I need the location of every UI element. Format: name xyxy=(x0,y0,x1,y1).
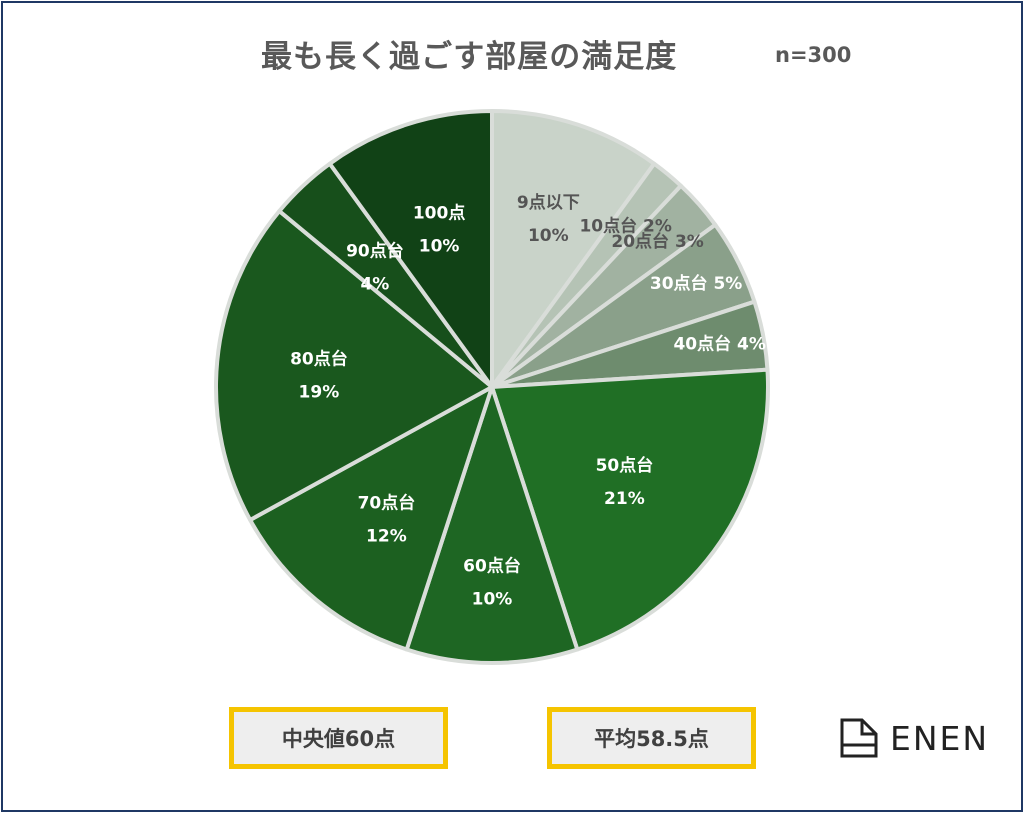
slice-value-label: 10% xyxy=(528,226,569,246)
title-row: 最も長く過ごす部屋の満足度 n=300 xyxy=(3,31,1021,81)
slice-category-label: 70点台 xyxy=(358,493,416,514)
pie-slice xyxy=(490,367,770,652)
pie-slice xyxy=(248,385,494,652)
mean-stat-label: 平均58.5点 xyxy=(594,727,709,751)
slice-label: 40点台 4% xyxy=(673,334,765,355)
mean-stat-box: 平均58.5点 xyxy=(547,707,756,769)
median-stat-label: 中央値60点 xyxy=(281,727,396,751)
slice-label: 10点台 2% xyxy=(579,215,671,236)
slice-value-label: 10% xyxy=(419,236,460,256)
slice-label: 30点台 5% xyxy=(650,273,742,294)
logo-text: ENEN xyxy=(890,718,990,758)
slice-category-label: 90点台 xyxy=(346,240,404,261)
chart-title: 最も長く過ごす部屋の満足度 xyxy=(261,39,678,75)
slice-label: 20点台 3% xyxy=(611,231,703,252)
pie-slice xyxy=(214,209,494,522)
pie-labels: 9点以下 10% 10点台 2%20点台 3% 30点台 5% 40点台 4% 50点台 2… xyxy=(290,192,766,610)
sample-size-note: n=300 xyxy=(775,43,852,67)
pie-slice xyxy=(327,109,494,389)
pie-slice xyxy=(490,109,657,389)
slice-value-label: 21% xyxy=(604,489,645,509)
enen-logo: ENEN xyxy=(838,714,989,762)
slice-value-label: 10% xyxy=(472,589,513,609)
slice-value-label: 19% xyxy=(299,383,340,403)
slice-value-label: 4% xyxy=(360,274,389,294)
slice-category-label: 100点 xyxy=(413,202,466,223)
slice-category-label: 9点以下 xyxy=(517,192,580,213)
slice-category-label: 80点台 xyxy=(290,349,348,370)
pie-slice xyxy=(404,385,580,665)
house-outline-icon xyxy=(840,718,878,758)
slice-category-label: 50点台 xyxy=(596,455,654,476)
slice-value-label: 12% xyxy=(366,527,407,547)
slice-category-label: 60点台 xyxy=(463,555,521,576)
median-stat-box: 中央値60点 xyxy=(229,707,448,769)
